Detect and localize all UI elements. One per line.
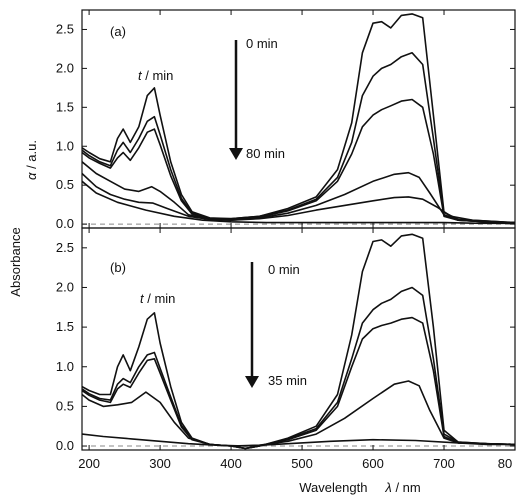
x-axis-title: Wavelength λ / nm <box>299 480 420 495</box>
panel-b-y-tick-label: 0.5 <box>56 398 74 413</box>
panel-a-label: (a) <box>110 24 126 39</box>
panel-b-series-3 <box>82 316 515 450</box>
x-axis-symbol: λ <box>384 480 391 495</box>
panel-a-y-tick-label: 0.5 <box>56 177 74 192</box>
panel-a-y-tick-label: 0.0 <box>56 216 74 231</box>
x-axis-title-text: Wavelength <box>299 480 367 495</box>
panel-a-series-6 <box>82 180 515 225</box>
panel-a-series-5 <box>82 172 515 224</box>
panel-a-series-4 <box>82 161 515 224</box>
panel-b-arrow-head <box>245 376 259 388</box>
panel-a-y-tick-label: 1.5 <box>56 99 74 114</box>
panel-a-y-tick-label: 2.0 <box>56 60 74 75</box>
panel-b-x-tick-label: 500 <box>291 456 313 471</box>
y-axis-title: Absorbance <box>8 227 23 296</box>
panel-b-y-tick-label: 2.5 <box>56 240 74 255</box>
panel-b-arrow-start-label: 0 min <box>268 262 300 277</box>
panel-b-y-tick-label: 1.5 <box>56 319 74 334</box>
panel-b-x-tick-label: 600 <box>362 456 384 471</box>
panel-b-arrow-end-label: 35 min <box>268 373 307 388</box>
panel-b-time-symbol: t <box>140 291 145 306</box>
panel-b-x-tick-label: 80 <box>498 456 512 471</box>
y-axis-unit-symbol: α <box>24 172 39 180</box>
panel-b-frame <box>81 227 516 451</box>
panel-a-arrow-head <box>229 148 243 160</box>
panel-b-time-label: t / min <box>140 291 175 306</box>
y-axis-unit-text: / a.u. <box>24 140 39 173</box>
panel-a-y-tick-label: 2.5 <box>56 21 74 36</box>
panel-b-x-tick-label: 400 <box>220 456 242 471</box>
panel-b-series-5 <box>82 433 515 447</box>
panel-b-series-4 <box>82 380 515 447</box>
panel-b-time-unit: / min <box>144 291 176 306</box>
panel-b-y-tick-label: 0.0 <box>56 438 74 453</box>
panel-a-time-label: t / min <box>138 68 173 83</box>
panel-b-x-tick-label: 200 <box>78 456 100 471</box>
panel-a: 0.0 0.5 1.0 1.5 2.0 2.5 (a) t / min 0 min 80 min <box>56 9 516 231</box>
panel-b-x-tick-label: 300 <box>149 456 171 471</box>
panel-a-arrow-end-label: 80 min <box>246 146 285 161</box>
panel-a-y-tick-label: 1.0 <box>56 138 74 153</box>
panel-b-y-tick-label: 2.0 <box>56 279 74 294</box>
panel-b-y-tick-label: 1.0 <box>56 359 74 374</box>
panel-b-label: (b) <box>110 260 126 275</box>
panel-a-time-symbol: t <box>138 68 143 83</box>
panel-b: 0.0 0.5 1.0 1.5 2.0 2.5 200 300 400 500 600 700 80 (b… <box>56 227 516 471</box>
x-axis-unit: / nm <box>392 480 421 495</box>
panel-a-arrow-start-label: 0 min <box>246 36 278 51</box>
panel-b-x-tick-label: 700 <box>433 456 455 471</box>
y-axis-unit-label: α / a.u. <box>24 140 39 180</box>
panel-a-time-unit: / min <box>142 68 174 83</box>
